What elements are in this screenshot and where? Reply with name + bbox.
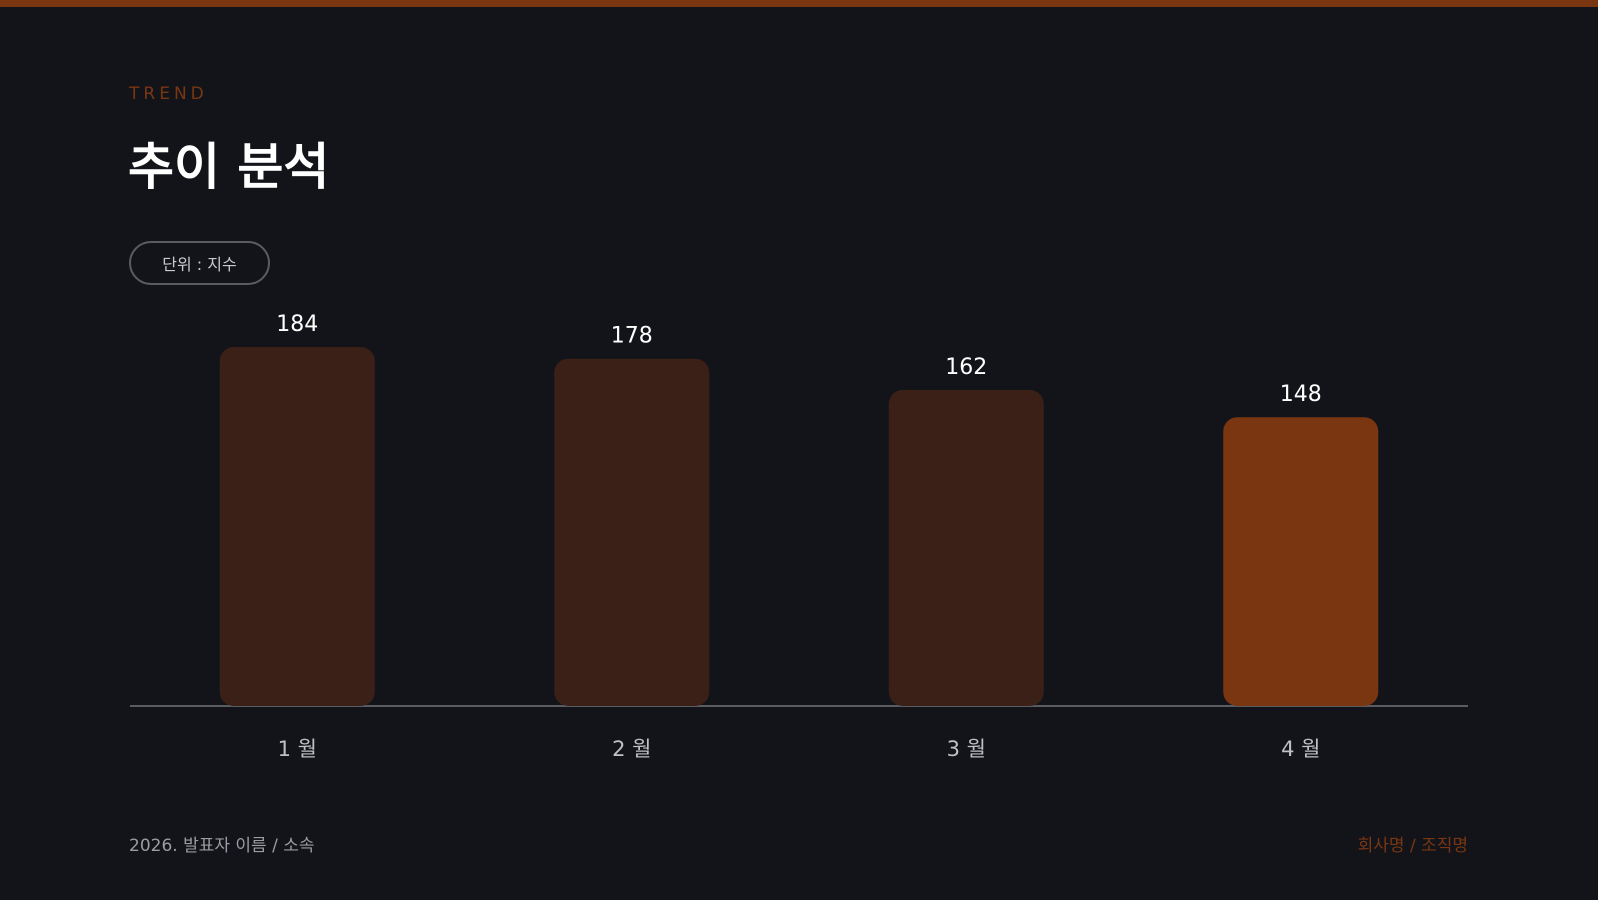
category-label-4: 4 월 [1281, 737, 1320, 761]
bar-value-label-3: 162 [945, 355, 987, 380]
footer-organization: 회사명 / 조직명 [1357, 836, 1468, 856]
bar-value-label-1: 184 [276, 312, 318, 337]
bar-4 [1223, 417, 1379, 706]
category-label-1: 1 월 [278, 737, 317, 761]
category-label-3: 3 월 [947, 737, 986, 761]
bar-2 [554, 358, 710, 706]
footer-presenter: 2026. 발표자 이름 / 소속 [129, 836, 315, 856]
bar-value-label-4: 148 [1280, 382, 1322, 407]
bar-3 [888, 389, 1044, 706]
bar-value-label-2: 178 [611, 324, 653, 349]
unit-badge: 단위 : 지수 [129, 241, 270, 285]
slide-title: 추이 분석 [128, 138, 330, 196]
unit-label: 단위 : 지수 [162, 255, 237, 274]
category-label-2: 2 월 [612, 737, 651, 761]
section-eyebrow: TREND [129, 84, 208, 104]
accent-top-bar [0, 0, 1598, 7]
bar-1 [219, 347, 375, 706]
